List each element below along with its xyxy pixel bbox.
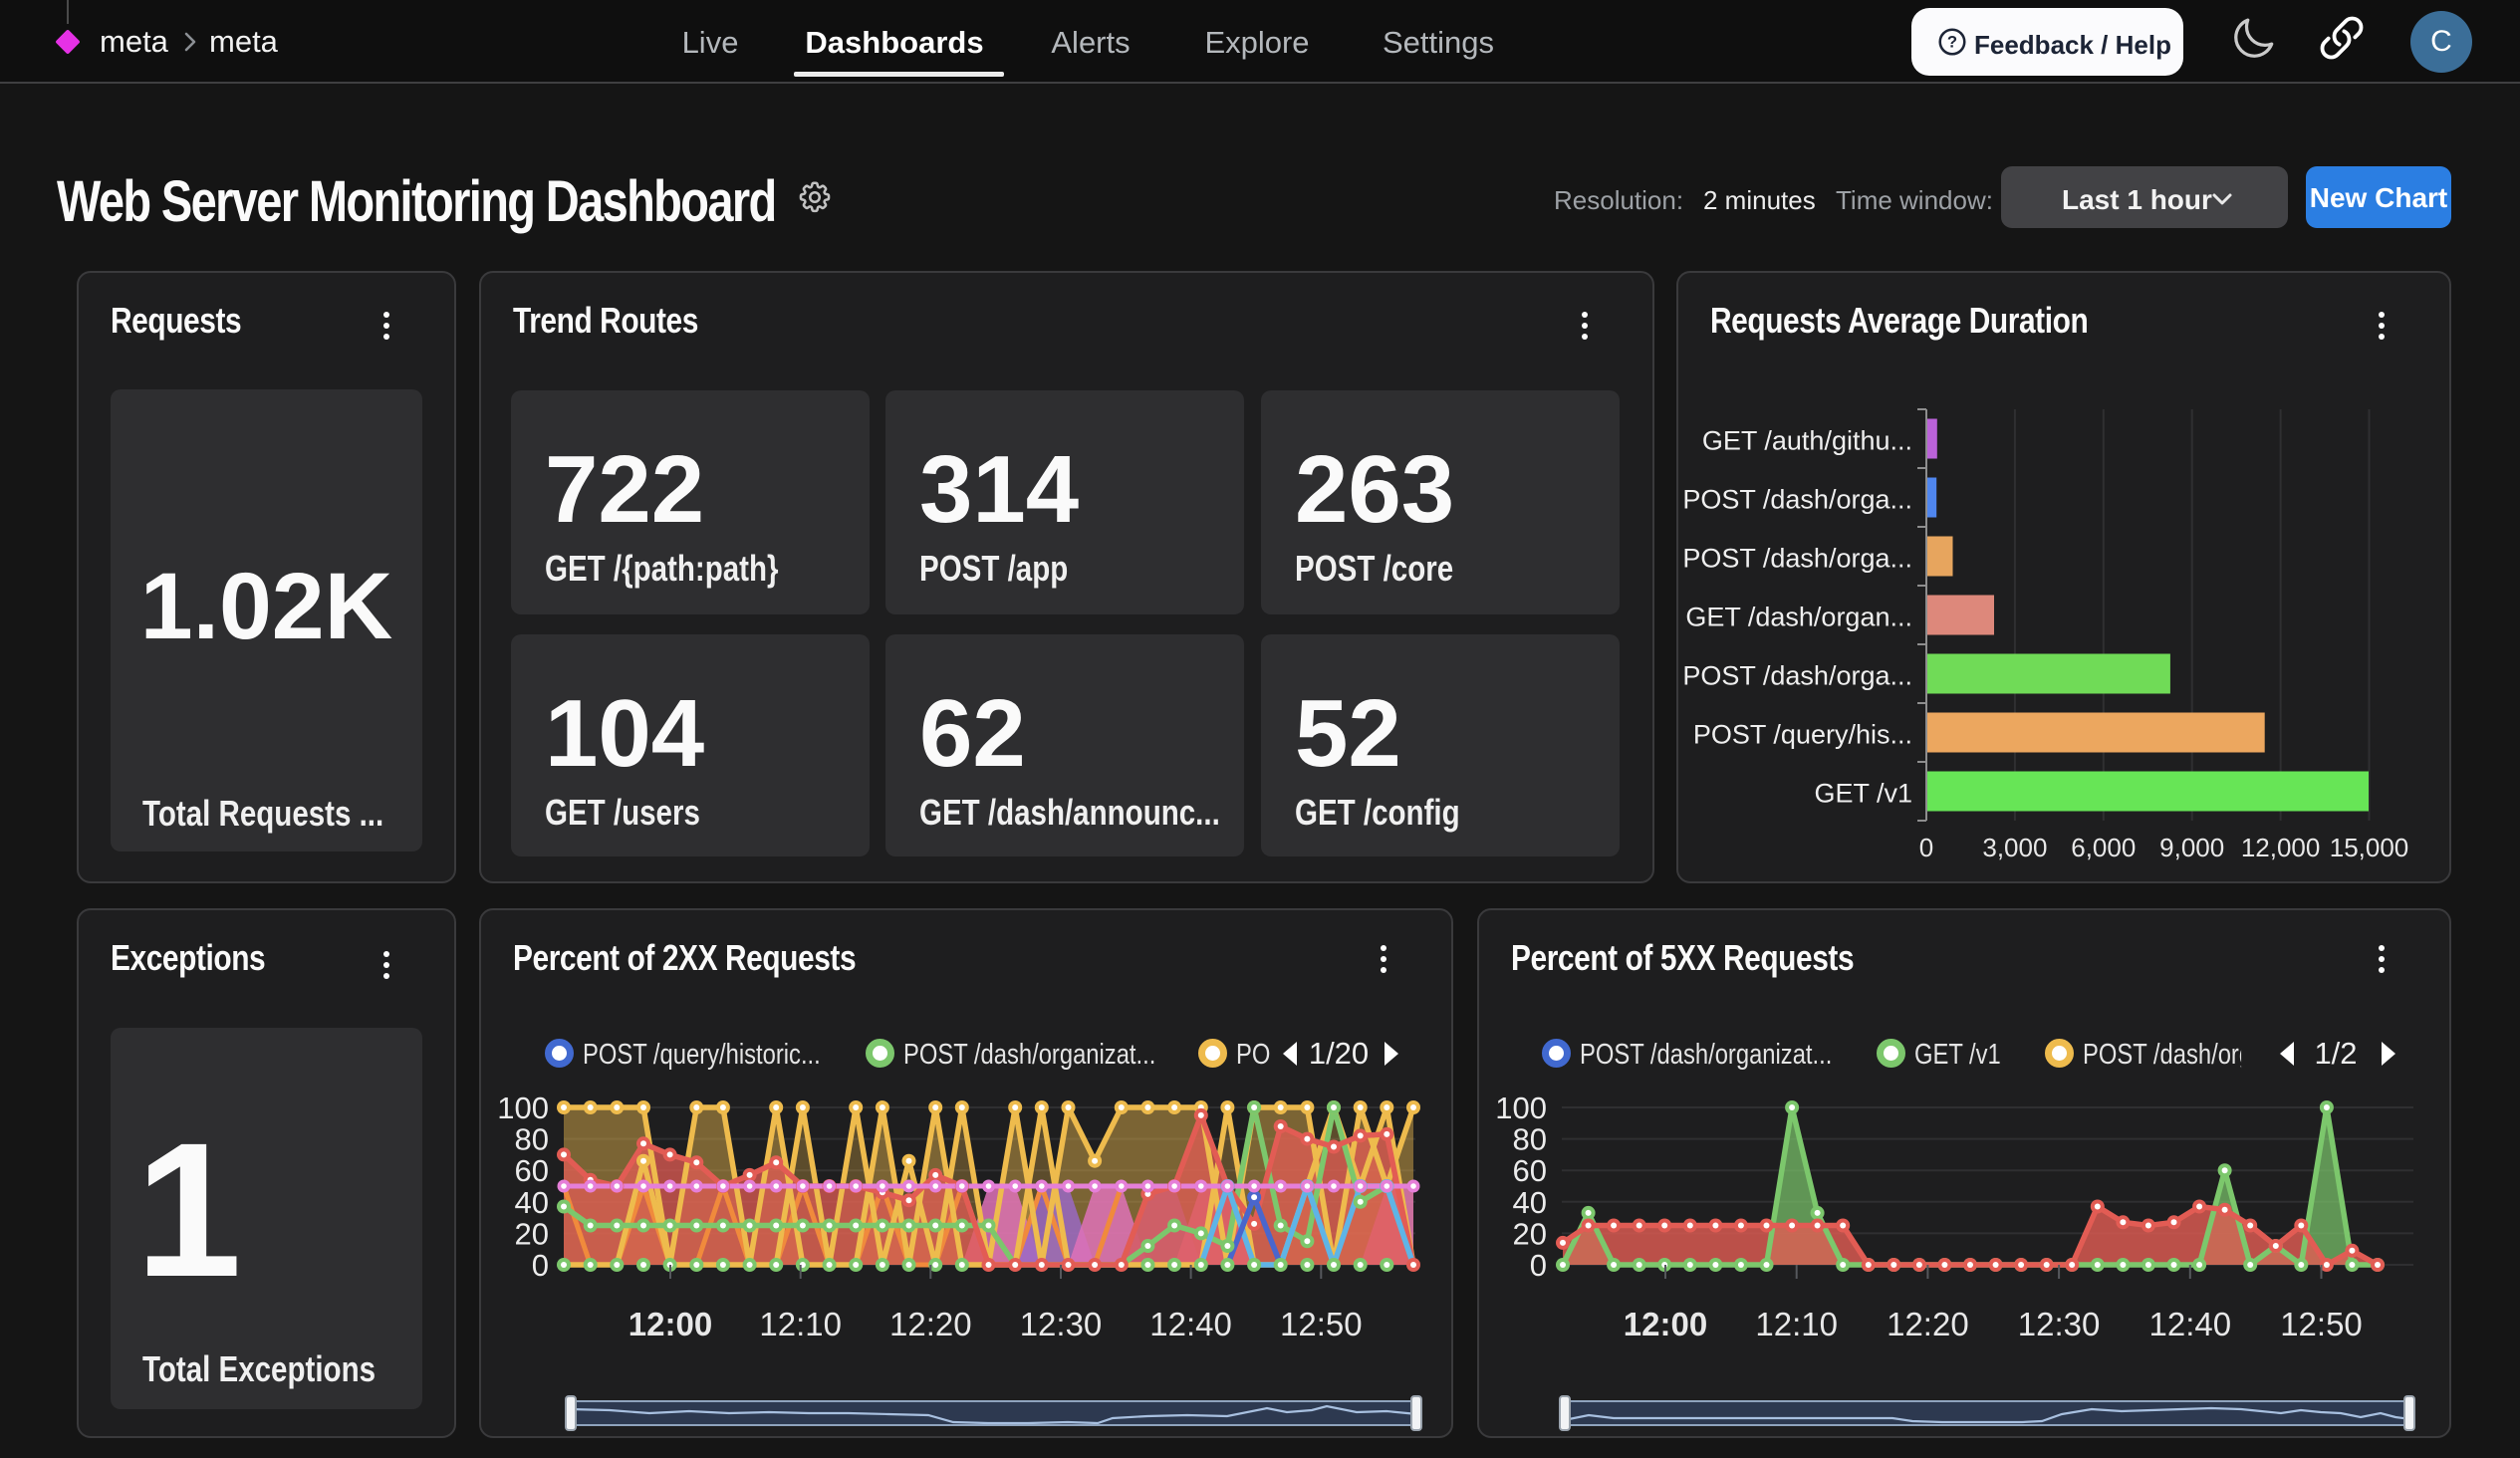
svg-text:60: 60 [1513,1153,1547,1188]
svg-text:POST /query/his...: POST /query/his... [1693,720,1912,750]
svg-text:9,000: 9,000 [2159,833,2224,862]
svg-text:GET /dash/organ...: GET /dash/organ... [1685,603,1912,632]
svg-text:60: 60 [515,1153,549,1188]
svg-text:12:30: 12:30 [1020,1306,1103,1342]
svg-text:0: 0 [1530,1248,1547,1283]
svg-text:20: 20 [1513,1216,1547,1251]
svg-text:40: 40 [515,1185,549,1220]
svg-text:12:10: 12:10 [1755,1306,1838,1342]
svg-text:3,000: 3,000 [1982,833,2047,862]
svg-text:12:20: 12:20 [889,1306,972,1342]
svg-text:12:40: 12:40 [1149,1306,1232,1342]
svg-text:GET /v1: GET /v1 [1814,779,1912,809]
svg-text:100: 100 [1495,1091,1547,1125]
svg-text:POST /dash/orga...: POST /dash/orga... [1682,544,1912,574]
svg-text:0: 0 [1919,833,1933,862]
svg-text:20: 20 [515,1216,549,1251]
svg-text:0: 0 [532,1248,549,1283]
svg-text:12:20: 12:20 [1887,1306,1969,1342]
svg-text:80: 80 [1513,1122,1547,1157]
svg-text:12,000: 12,000 [2241,833,2321,862]
svg-text:12:30: 12:30 [2018,1306,2101,1342]
svg-text:12:50: 12:50 [1280,1306,1363,1342]
svg-text:12:00: 12:00 [629,1306,712,1342]
svg-text:POST /dash/orga...: POST /dash/orga... [1682,485,1912,515]
svg-text:100: 100 [497,1091,549,1125]
svg-text:40: 40 [1513,1185,1547,1220]
svg-text:12:00: 12:00 [1624,1306,1707,1342]
svg-text:POST /dash/orga...: POST /dash/orga... [1682,661,1912,691]
svg-text:80: 80 [515,1122,549,1157]
svg-text:GET /auth/githu...: GET /auth/githu... [1702,426,1912,456]
svg-text:?: ? [1947,33,1957,52]
svg-text:12:50: 12:50 [2280,1306,2363,1342]
svg-text:6,000: 6,000 [2071,833,2136,862]
svg-text:12:40: 12:40 [2149,1306,2232,1342]
svg-text:15,000: 15,000 [2330,833,2409,862]
svg-text:12:10: 12:10 [759,1306,842,1342]
